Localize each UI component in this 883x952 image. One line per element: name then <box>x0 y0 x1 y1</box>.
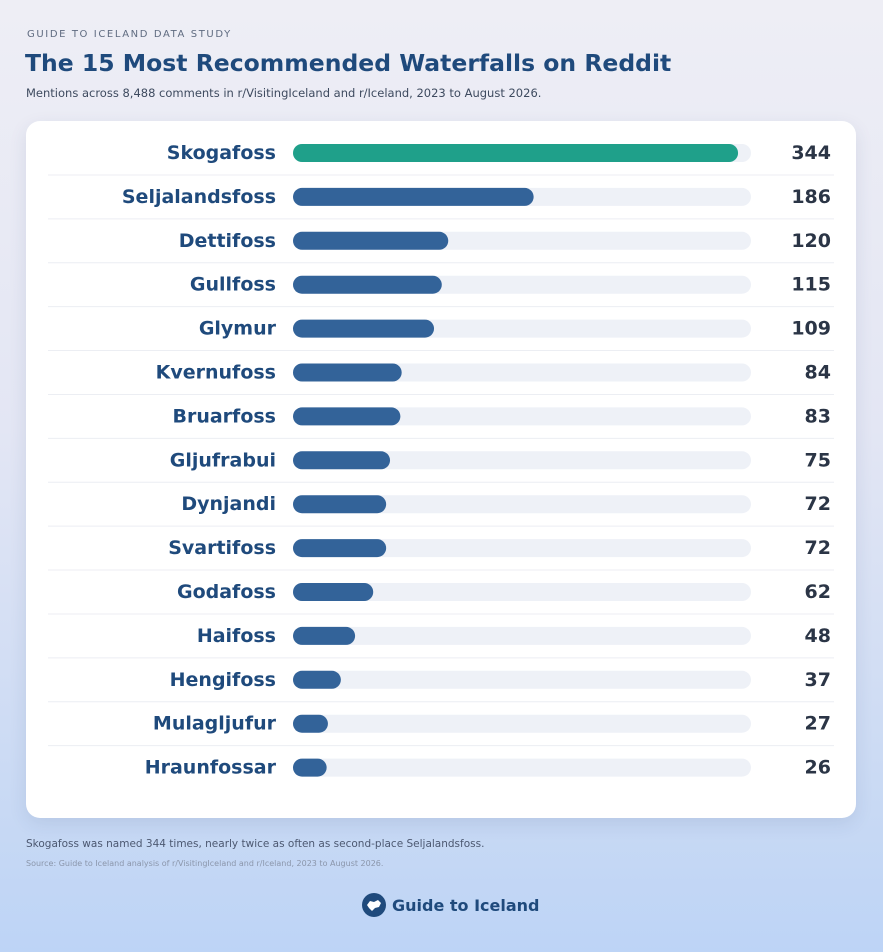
category-label: Gullfoss <box>190 274 276 296</box>
value-label: 27 <box>805 713 831 735</box>
category-label: Dynjandi <box>181 493 276 515</box>
value-label: 72 <box>805 537 831 559</box>
category-label: Kvernufoss <box>156 362 276 384</box>
value-label: 186 <box>791 186 831 208</box>
chart-title: The 15 Most Recommended Waterfalls on Re… <box>25 49 672 77</box>
eyebrow-label: GUIDE TO ICELAND DATA STUDY <box>27 29 232 40</box>
category-label: Hengifoss <box>170 669 276 691</box>
bar <box>293 583 374 601</box>
category-label: Seljalandsfoss <box>122 186 276 208</box>
bar <box>293 144 739 162</box>
bar-track <box>293 714 751 733</box>
bar-track <box>293 539 751 558</box>
bar <box>293 670 341 689</box>
category-label: Mulagljufur <box>153 713 277 735</box>
chart-subtitle: Mentions across 8,488 comments in r/Visi… <box>26 86 542 100</box>
bar <box>293 187 534 206</box>
value-label: 72 <box>805 493 831 515</box>
bar <box>293 407 401 426</box>
brand-name: Guide to Iceland <box>392 895 540 915</box>
bar <box>293 714 328 733</box>
bar <box>293 319 435 338</box>
bar <box>293 626 356 645</box>
bar <box>293 363 402 382</box>
value-label: 120 <box>791 230 831 252</box>
bar <box>293 275 442 294</box>
category-label: Haifoss <box>197 625 276 647</box>
category-label: Hraunfossar <box>145 757 277 779</box>
value-label: 37 <box>805 669 831 691</box>
category-label: Godafoss <box>177 581 276 603</box>
brand-logo: Guide to Iceland <box>362 892 540 918</box>
bar <box>293 539 387 558</box>
value-label: 75 <box>805 449 831 471</box>
value-label: 84 <box>805 362 831 384</box>
bar <box>293 758 327 777</box>
bar-track <box>293 758 751 777</box>
value-label: 26 <box>805 757 831 779</box>
value-label: 48 <box>805 625 831 647</box>
bar-track <box>293 495 751 514</box>
bar-track <box>293 626 751 645</box>
category-label: Glymur <box>199 318 277 340</box>
value-label: 109 <box>791 318 831 340</box>
guide-to-iceland-logo-icon <box>362 893 386 917</box>
bar <box>293 495 387 514</box>
value-label: 344 <box>791 142 831 164</box>
source-note: Source: Guide to Iceland analysis of r/V… <box>26 859 384 868</box>
value-label: 62 <box>805 581 831 603</box>
bar-track <box>293 363 751 382</box>
category-label: Bruarfoss <box>172 405 276 427</box>
bar <box>293 451 391 470</box>
bar-track <box>293 407 751 426</box>
footnote: Skogafoss was named 344 times, nearly tw… <box>26 838 485 850</box>
bar-chart: Skogafoss 344 Seljalandsfoss 186 Dettifoss 12… <box>48 142 834 779</box>
value-label: 115 <box>791 274 831 296</box>
bar-track <box>293 451 751 470</box>
bar-track <box>293 583 751 601</box>
bar-track <box>293 670 751 689</box>
category-label: Svartifoss <box>168 537 276 559</box>
category-label: Dettifoss <box>179 230 276 252</box>
chart-card: Skogafoss 344 Seljalandsfoss 186 Dettifoss 12… <box>26 121 856 818</box>
category-label: Gljufrabui <box>170 449 276 471</box>
bar <box>293 231 449 250</box>
category-label: Skogafoss <box>167 142 276 164</box>
value-label: 83 <box>805 405 831 427</box>
